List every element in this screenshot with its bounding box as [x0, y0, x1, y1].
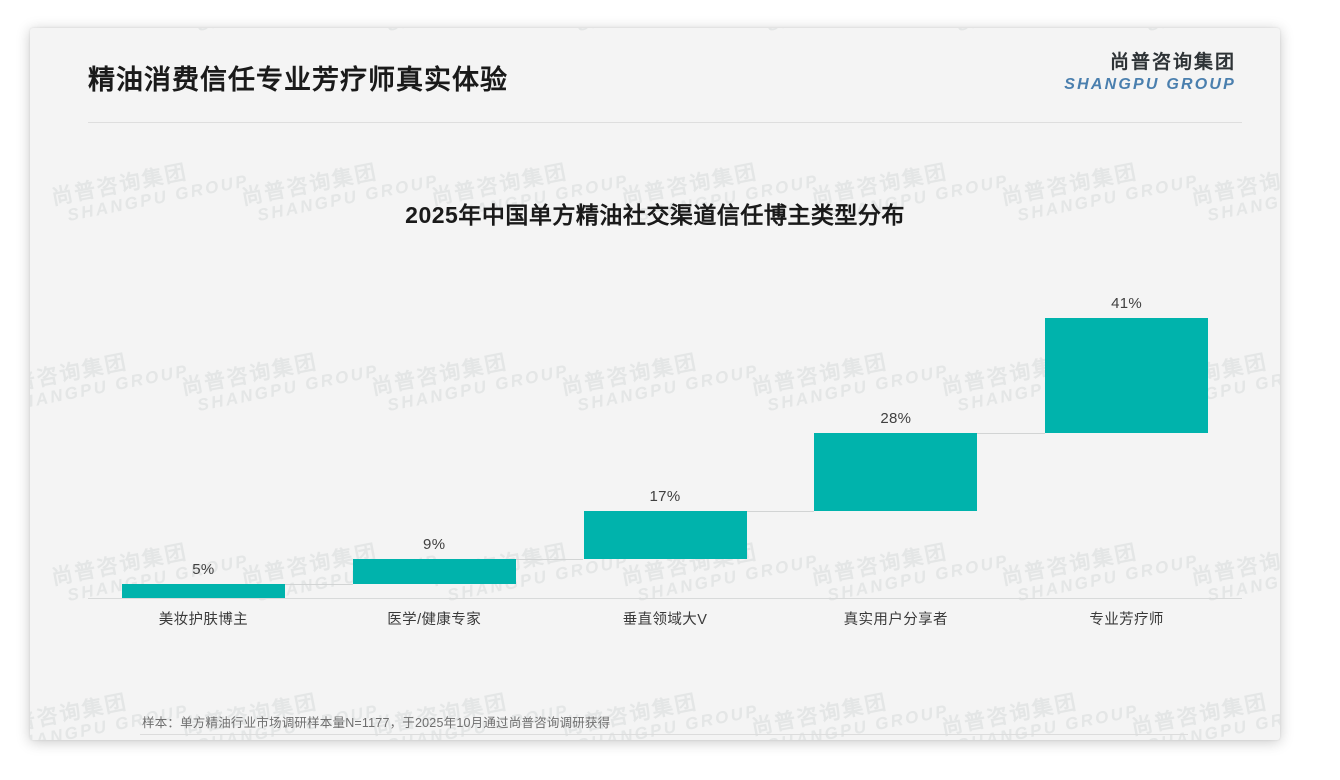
x-axis-tick-labels: 美妆护肤博主 医学/健康专家 垂直领域大V 真实用户分享者 专业芳疗师: [88, 608, 1242, 634]
x-axis-label-2: 医学/健康专家: [387, 612, 482, 628]
bar-value-label-4: 28%: [880, 409, 912, 427]
bar-1[interactable]: [121, 584, 285, 598]
note-divider: [140, 734, 1188, 735]
x-axis-label-5: 专业芳疗师: [1089, 612, 1164, 628]
bar-value-label-5: 41%: [1111, 295, 1143, 312]
connector-line-4: [977, 432, 1046, 434]
x-axis-label-3: 垂直领域大V: [622, 612, 708, 628]
x-axis-label-1: 美妆护肤博主: [158, 612, 249, 628]
logo-chinese-text: 尚普咨询集团: [1109, 52, 1236, 73]
bar-value-label-1: 5%: [192, 561, 215, 578]
brand-logo: 尚普咨询集团 SHANGPU GROUP: [1064, 52, 1236, 93]
x-axis-label-4: 真实用户分享者: [843, 612, 948, 628]
bar-value-label-2: 9%: [423, 535, 446, 553]
page-title: 精油消费信任专业芳疗师真实体验: [88, 65, 508, 95]
watermark-chinese: 尚普咨询集团: [749, 690, 890, 740]
connector-line-3: [746, 511, 815, 513]
bar-3[interactable]: [583, 511, 747, 559]
x-axis-line: [88, 598, 1242, 599]
watermark-chinese: 尚普咨询集团: [939, 690, 1080, 740]
header-divider: [88, 122, 1242, 123]
chart-plot-area: 5% 9% 17% 28% 41%: [88, 243, 1242, 598]
sample-note: 样本：单方精油行业市场调研样本量N=1177，于2025年10月通过尚普咨询调研…: [142, 716, 611, 730]
bar-value-label-3: 17%: [649, 488, 681, 506]
connector-line-1: [284, 584, 353, 585]
bar-4[interactable]: [814, 432, 978, 512]
bar-5[interactable]: [1045, 318, 1209, 433]
slide-header: 精油消费信任专业芳疗师真实体验 尚普咨询集团 SHANGPU GROUP: [30, 28, 1280, 123]
slide-canvas: 尚普咨询集团 SHANGPU GROUP 尚普咨询集团 SHANGPU GROUP 尚普…: [30, 28, 1280, 740]
watermark-chinese: 尚普咨询集团: [1129, 690, 1270, 740]
bar-2[interactable]: [352, 558, 516, 584]
logo-english-text: SHANGPU GROUP: [1064, 75, 1236, 93]
connector-line-2: [515, 558, 584, 560]
chart-title: 2025年中国单方精油社交渠道信任博主类型分布: [405, 202, 905, 228]
